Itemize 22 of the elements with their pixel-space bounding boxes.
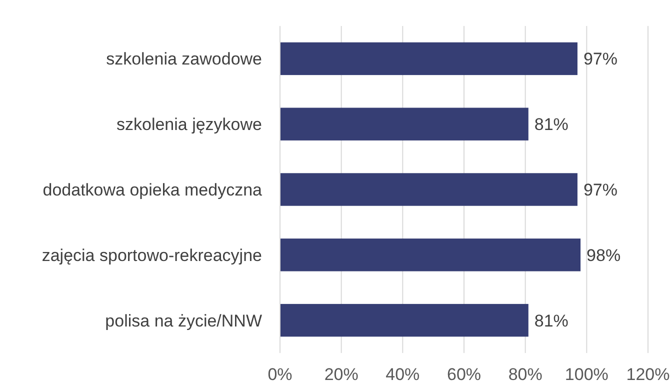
x-tick-label: 100%	[564, 365, 608, 384]
bar	[280, 304, 528, 337]
data-label: 97%	[583, 180, 618, 200]
bar	[280, 108, 528, 140]
y-tick-label: szkolenia językowe	[116, 115, 262, 134]
y-tick-label: zajęcia sportowo-rekreacyjne	[42, 246, 262, 265]
x-tick-label: 20%	[324, 365, 358, 384]
x-tick-label: 120%	[626, 365, 670, 384]
x-tick-label: 40%	[386, 365, 420, 384]
data-label: 81%	[534, 311, 568, 330]
x-tick-label: 0%	[268, 365, 292, 384]
y-tick-label: polisa na życie/NNW	[105, 311, 262, 330]
bar	[280, 42, 578, 76]
x-tick-label: 60%	[446, 365, 482, 384]
data-label: 98%	[586, 246, 621, 265]
y-tick-label: dodatkowa opieka medyczna	[42, 180, 263, 200]
data-label: 97%	[583, 50, 618, 69]
y-tick-label: szkolenia zawodowe	[106, 50, 262, 69]
bar	[280, 238, 581, 272]
data-label: 81%	[534, 115, 568, 134]
x-tick-label: 80%	[508, 365, 542, 384]
bar	[280, 173, 578, 206]
